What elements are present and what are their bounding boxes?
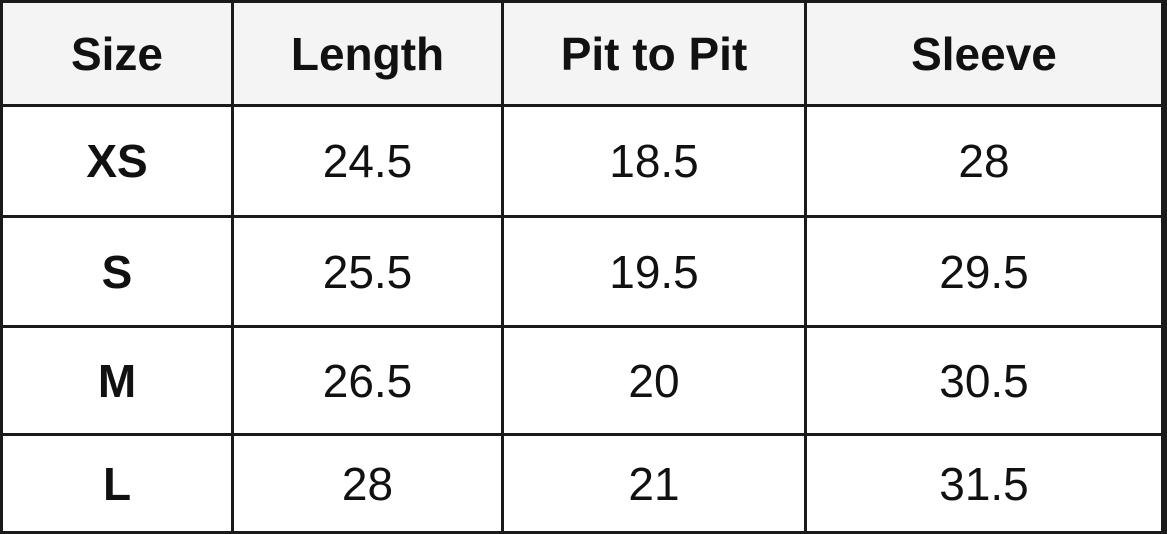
value-cell: 30.5 (807, 328, 1161, 433)
value-cell: 26.5 (234, 328, 501, 433)
value-cell: 28 (807, 107, 1161, 215)
value-cell: 18.5 (504, 107, 804, 215)
size-cell: L (3, 436, 231, 531)
size-cell: M (3, 328, 231, 433)
size-cell: S (3, 218, 231, 325)
value-cell: 29.5 (807, 218, 1161, 325)
size-cell: XS (3, 107, 231, 215)
header-cell: Size (3, 3, 231, 104)
value-cell: 20 (504, 328, 804, 433)
value-cell: 19.5 (504, 218, 804, 325)
value-cell: 21 (504, 436, 804, 531)
header-cell: Sleeve (807, 3, 1161, 104)
value-cell: 31.5 (807, 436, 1161, 531)
header-cell: Length (234, 3, 501, 104)
value-cell: 25.5 (234, 218, 501, 325)
value-cell: 24.5 (234, 107, 501, 215)
header-cell: Pit to Pit (504, 3, 804, 104)
value-cell: 28 (234, 436, 501, 531)
